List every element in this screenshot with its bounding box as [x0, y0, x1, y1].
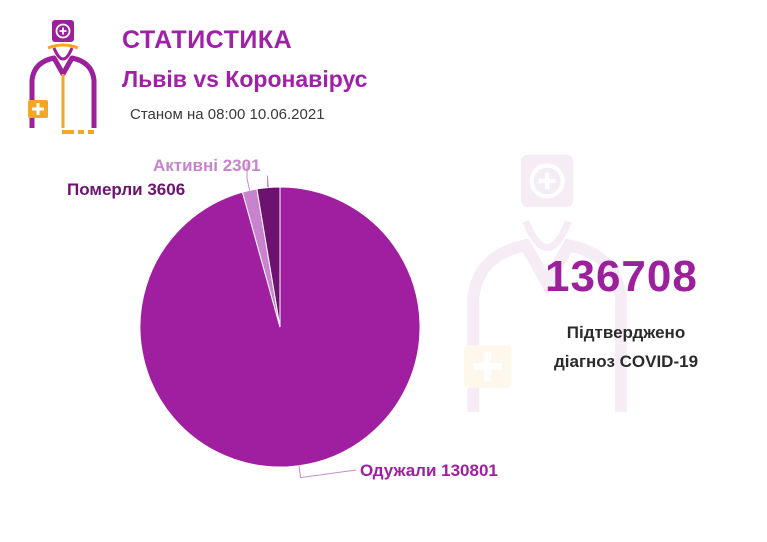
slice-label-active: Активні 2301 — [153, 156, 261, 175]
caption-line-2: діагноз COVID-19 — [553, 352, 699, 371]
page-subtitle: Львів vs Коронавірус — [122, 66, 368, 92]
confirmed-total: 136708 — [545, 252, 698, 301]
leader-line-deaths — [266, 175, 269, 188]
date-text: Станом на 08:00 10.06.2021 — [130, 106, 325, 123]
page-title: СТАТИСТИКА — [122, 26, 293, 54]
slice-label-deaths: Померли 3606 — [67, 180, 185, 199]
doctor-watermark-icon — [463, 154, 627, 412]
leader-line-recovered — [298, 465, 357, 479]
leader-line-active — [246, 163, 251, 191]
confirmed-caption: Підтверджено діагноз COVID-19 — [531, 318, 721, 376]
doctor-logo-icon — [28, 20, 97, 134]
caption-line-1: Підтверджено — [566, 323, 686, 342]
slice-label-recovered: Одужали 130801 — [360, 461, 498, 480]
